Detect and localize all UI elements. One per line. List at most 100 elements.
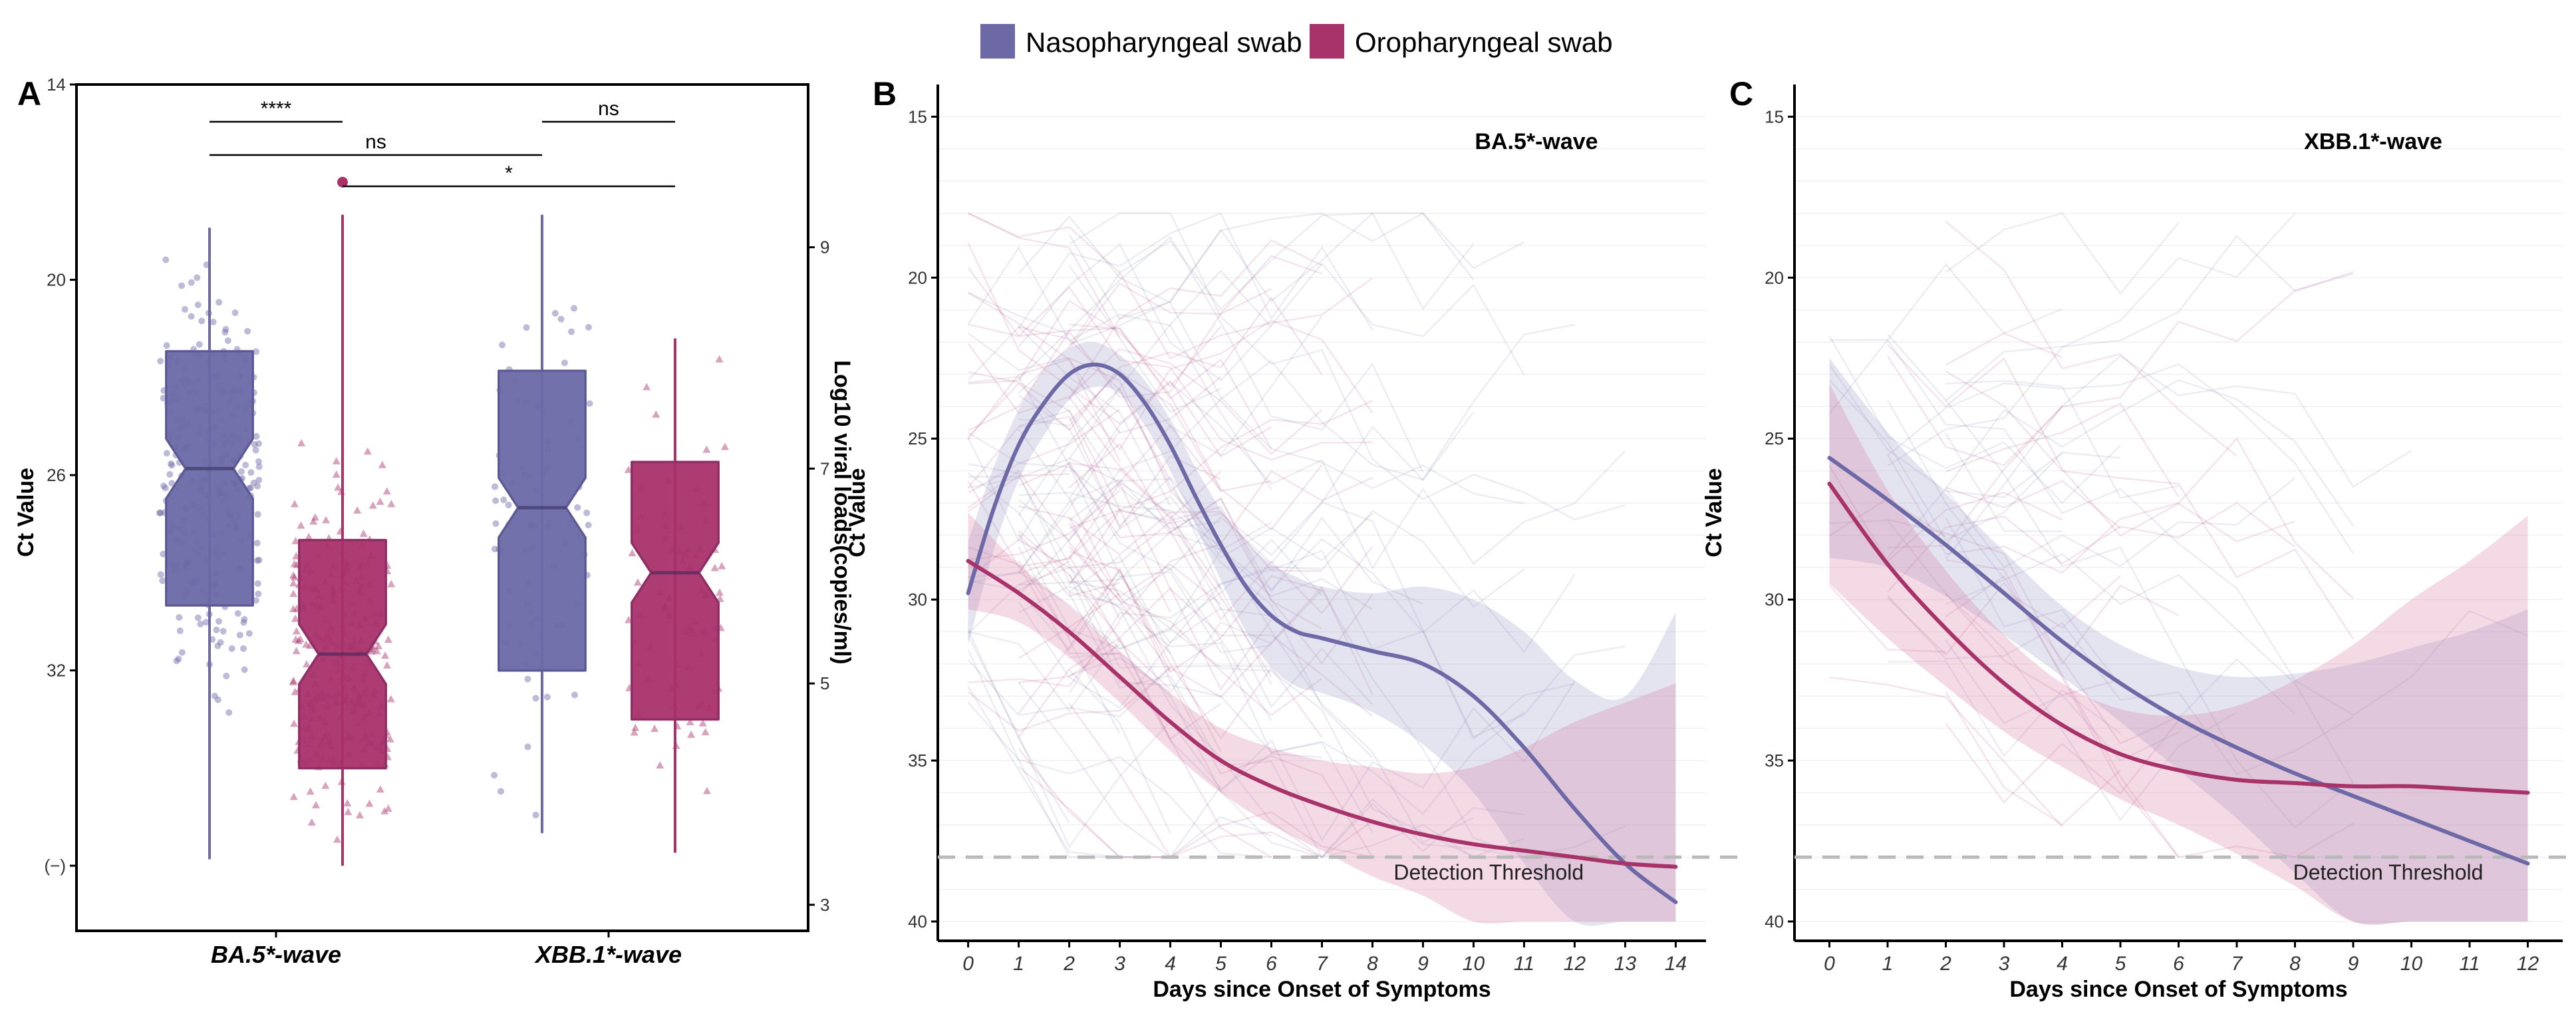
data-point bbox=[253, 540, 261, 547]
panel-title: XBB.1*-wave bbox=[2304, 129, 2442, 154]
patient-trajectory bbox=[1018, 593, 1121, 659]
data-point bbox=[500, 496, 507, 504]
data-point bbox=[305, 532, 313, 540]
data-point bbox=[523, 324, 530, 331]
data-point bbox=[237, 468, 245, 475]
patient-trajectory bbox=[1018, 585, 1525, 816]
data-point bbox=[382, 487, 391, 495]
patient-trajectory bbox=[968, 538, 1323, 650]
data-point bbox=[384, 804, 392, 812]
panel-label-c: C bbox=[1729, 75, 1753, 112]
data-point bbox=[194, 614, 202, 621]
data-point bbox=[239, 645, 247, 652]
patient-trajectory bbox=[1068, 265, 1222, 413]
x-tick-label: 10 bbox=[1463, 953, 1485, 975]
data-point bbox=[231, 309, 239, 317]
patient-trajectory bbox=[1018, 521, 1272, 651]
patient-trajectory bbox=[1945, 220, 2237, 457]
data-point bbox=[289, 571, 297, 579]
patient-trajectory bbox=[968, 212, 1121, 338]
box-oropharyngeal bbox=[631, 460, 720, 721]
patient-trajectory bbox=[967, 585, 1373, 732]
data-point bbox=[255, 476, 263, 484]
data-point bbox=[386, 695, 395, 703]
data-point bbox=[253, 432, 260, 440]
data-point bbox=[497, 788, 504, 795]
data-point bbox=[652, 410, 660, 418]
data-point bbox=[223, 673, 230, 680]
data-point bbox=[188, 279, 195, 286]
patient-trajectory bbox=[968, 212, 1373, 360]
patient-trajectory bbox=[1018, 315, 1323, 456]
patient-trajectory bbox=[1828, 584, 1946, 653]
x-tick-label: 2 bbox=[1939, 953, 1951, 975]
x-category-label: BA.5*-wave bbox=[211, 941, 341, 968]
patient-trajectory bbox=[967, 520, 1272, 677]
patient-trajectory bbox=[1018, 682, 1222, 858]
patient-trajectory bbox=[1018, 212, 1373, 331]
patient-trajectory bbox=[968, 546, 1272, 858]
patient-trajectory bbox=[1068, 464, 1373, 665]
data-point bbox=[365, 799, 374, 807]
patient-trajectory bbox=[1068, 319, 1373, 451]
data-point bbox=[240, 619, 247, 626]
x-tick-label: 11 bbox=[2459, 953, 2480, 975]
patient-trajectory bbox=[1069, 212, 1475, 345]
patient-trajectory bbox=[1945, 432, 2063, 532]
data-point bbox=[571, 691, 579, 699]
panel-title: BA.5*-wave bbox=[1475, 129, 1598, 154]
patient-trajectory bbox=[1886, 437, 2354, 599]
x-tick-label: 9 bbox=[2348, 953, 2359, 975]
data-point bbox=[532, 811, 539, 818]
data-point bbox=[250, 479, 257, 486]
patient-trajectory bbox=[1828, 335, 2121, 504]
patient-trajectory bbox=[1068, 442, 1373, 621]
data-point bbox=[557, 315, 565, 323]
patient-trajectory bbox=[1068, 669, 1171, 834]
y-axis-label: Ct Value bbox=[845, 468, 870, 557]
panel-a-ylabel: Ct Value bbox=[13, 468, 39, 557]
box-outline bbox=[166, 351, 253, 606]
data-point bbox=[321, 781, 330, 789]
data-point bbox=[178, 649, 186, 656]
data-point bbox=[255, 463, 263, 470]
data-point bbox=[343, 798, 352, 806]
x-tick-label: 8 bbox=[2289, 953, 2301, 975]
data-point bbox=[710, 564, 719, 572]
data-point bbox=[687, 730, 696, 738]
patient-trajectory bbox=[1018, 359, 1475, 542]
data-point bbox=[686, 718, 694, 726]
patient-trajectory bbox=[1886, 399, 2005, 580]
patient-trajectory bbox=[1887, 333, 2354, 829]
data-point bbox=[168, 462, 176, 469]
data-point bbox=[311, 513, 319, 521]
patient-trajectory bbox=[1945, 371, 2355, 639]
x-tick-label: 2 bbox=[1063, 953, 1075, 975]
patient-trajectory bbox=[967, 701, 1272, 858]
data-point bbox=[241, 615, 248, 623]
y-tick-label: 40 bbox=[1765, 912, 1784, 931]
patient-trajectory bbox=[1828, 263, 2063, 415]
data-point bbox=[334, 483, 343, 491]
x-tick-label: 1 bbox=[1013, 953, 1024, 975]
plot-area bbox=[1794, 84, 2563, 941]
data-point bbox=[163, 342, 170, 349]
data-point bbox=[292, 647, 301, 655]
x-tick-label: 1 bbox=[1882, 953, 1894, 975]
data-point bbox=[225, 709, 233, 716]
y-tick-label: 20 bbox=[1765, 267, 1784, 287]
data-point bbox=[374, 641, 383, 649]
patient-trajectory bbox=[968, 478, 1576, 653]
data-point bbox=[156, 509, 164, 516]
patient-trajectory bbox=[1068, 239, 1323, 401]
data-point bbox=[290, 719, 299, 727]
data-point bbox=[561, 359, 568, 367]
patient-trajectory bbox=[967, 296, 1323, 438]
box-nasopharyngeal bbox=[165, 350, 254, 607]
fit-line-oropharyngeal bbox=[966, 559, 1678, 869]
data-point bbox=[291, 536, 300, 544]
patient-trajectory bbox=[1069, 400, 1373, 530]
patient-trajectory bbox=[967, 267, 1373, 461]
y-tick-label: 25 bbox=[908, 428, 927, 448]
